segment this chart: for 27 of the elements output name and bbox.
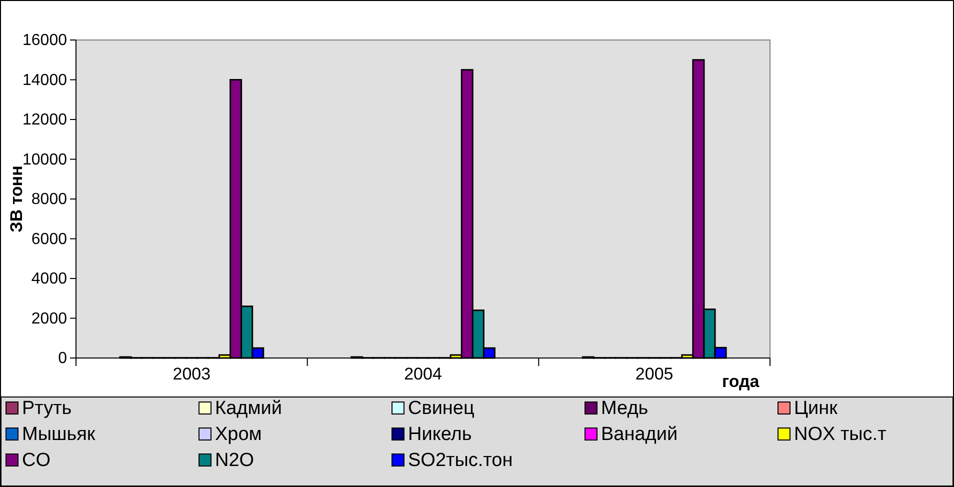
legend-label: CO [22, 450, 50, 471]
y-tick-label: 16000 [22, 32, 68, 50]
x-tick-label: 2005 [635, 364, 674, 384]
legend-label: Свинец [408, 398, 474, 419]
y-tick-label: 6000 [31, 230, 68, 248]
legend-label: N2O [215, 450, 254, 471]
x-tick-label: 2004 [404, 364, 442, 384]
y-tick-label: 10000 [22, 151, 68, 168]
y-tick-label: 4000 [31, 270, 68, 288]
legend-label: Цинк [794, 398, 838, 419]
y-tick-label: 2000 [31, 310, 68, 328]
legend-label: NOX тыс.т [794, 424, 887, 445]
x-axis-title: года [722, 372, 760, 391]
y-tick-label: 0 [58, 350, 68, 368]
legend-label: Мышьяк [22, 424, 96, 445]
legend-label: SO2тыс.тон [408, 450, 513, 471]
legend-label: Кадмий [215, 398, 282, 419]
y-tick-label: 12000 [22, 112, 68, 129]
x-tick-label: 2003 [172, 364, 211, 384]
y-tick-label: 8000 [31, 191, 68, 208]
legend-label: Ртуть [22, 398, 72, 419]
legend-label: Никель [408, 424, 472, 445]
legend-label: Медь [601, 398, 648, 419]
y-tick-label: 14000 [22, 72, 68, 89]
legend-label: Ванадий [601, 424, 678, 445]
legend-label: Хром [215, 424, 262, 445]
y-axis-title: ЗВ тонн [7, 166, 26, 232]
